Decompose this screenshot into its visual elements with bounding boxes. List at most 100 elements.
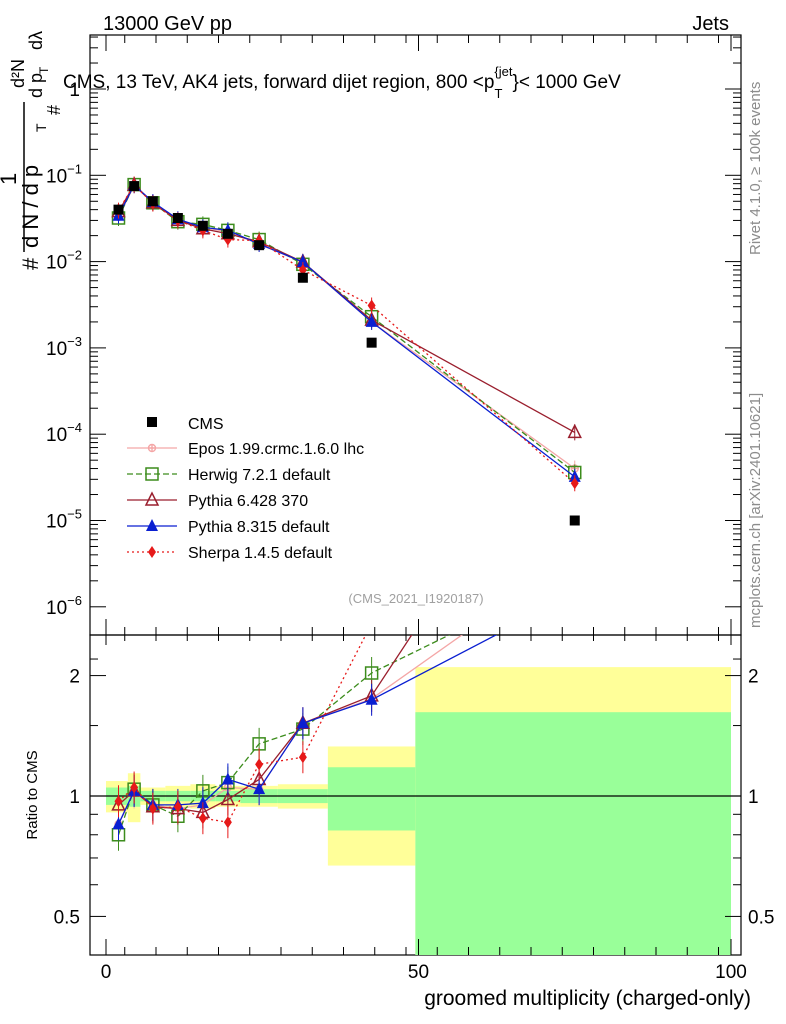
y-tick-label: 1: [69, 80, 80, 101]
series-sherpa-4-ratio-point: [130, 781, 139, 794]
series-sherpa-4-point: [367, 299, 376, 312]
stat-uncertainty-band: [327, 767, 416, 831]
title-superscript: {jet: [494, 64, 512, 79]
ratio-tick-label-left: 0.5: [54, 907, 80, 928]
cms-data-point: [254, 240, 265, 251]
series-herwig-1-ratio-line: [117, 635, 451, 836]
series-epos-0-line: [117, 184, 576, 470]
rivet-label: Rivet 4.1.0, ≥ 100k events: [747, 82, 764, 255]
ratio-tick-label-right: 0.5: [748, 907, 774, 928]
series-sherpa-4-ratio-point: [298, 751, 307, 764]
legend-label-2: Pythia 6.428 370: [188, 493, 308, 510]
cms-data-point: [297, 272, 308, 283]
y-tick-exponent: −5: [67, 507, 82, 522]
series-sherpa-4-ratio-point: [223, 816, 232, 829]
y-tick-label: 10−1: [46, 161, 82, 187]
y-tick-mantissa: 1: [69, 80, 80, 101]
ratio-tick-label-left: 2: [69, 667, 80, 688]
y-tick-label: 10−2: [46, 248, 82, 274]
series-pythia-3-ratio-point: [112, 817, 125, 830]
ratio-y-label: Ratio to CMS: [24, 750, 41, 839]
series-herwig-1-ratio-point: [364, 666, 379, 680]
ylabel-hash-2: #: [44, 105, 64, 115]
ylabel-dN: d N / d p: [18, 165, 43, 248]
series-sherpa-4-ratio-point: [148, 802, 157, 815]
y-tick-exponent: −2: [67, 248, 82, 263]
y-tick-mantissa: 10: [46, 598, 67, 619]
energy-label: 13000 GeV pp: [103, 13, 232, 35]
uncertainty-bands: [90, 667, 741, 955]
x-tick-label: 100: [715, 962, 747, 983]
y-tick-mantissa: 10: [46, 166, 67, 187]
series-pythia-3-ratio-point: [365, 692, 378, 705]
series-pythia-2-point: [567, 423, 582, 439]
series-pythia-3-ratio-point: [296, 716, 309, 729]
ylabel-hash-1: #: [18, 257, 43, 270]
title-subscript: T: [494, 86, 502, 101]
series-sherpa-4-line: [117, 183, 576, 484]
legend-cms-label: CMS: [188, 416, 224, 433]
stat-uncertainty-band: [415, 712, 731, 955]
y-tick-label: 10−5: [46, 507, 82, 533]
y-tick-exponent: −3: [67, 334, 82, 349]
legend: CMS Epos 1.99.crmc.1.6.0 lhc Herwig 7.2.1 …: [127, 416, 364, 562]
legend-cms-marker: [147, 417, 157, 427]
series-pythia-3-point: [296, 254, 309, 267]
cms-data-point: [222, 228, 233, 239]
legend-label-4: Sherpa 1.4.5 default: [188, 545, 333, 562]
cms-data-point: [172, 213, 183, 224]
legend-label-1: Herwig 7.2.1 default: [188, 467, 331, 484]
legend-marker-2: [144, 491, 160, 506]
cms-data-point: [113, 204, 124, 215]
y-tick-mantissa: 10: [46, 253, 67, 274]
legend-marker-0: [147, 443, 157, 453]
y-tick-label: 10−4: [46, 420, 82, 446]
series-pythia-3-line: [117, 184, 576, 478]
series-pythia-3-point: [365, 314, 378, 327]
y-tick-mantissa: 10: [46, 339, 67, 360]
ratio-tick-label-left: 1: [69, 787, 80, 808]
x-tick-label: 0: [101, 962, 112, 983]
legend-marker-3: [146, 519, 158, 531]
legend-marker-4: [148, 546, 156, 558]
x-tick-label: 50: [408, 962, 429, 983]
y-tick-exponent: −4: [67, 420, 82, 435]
ratio-tick-label-right: 1: [748, 787, 759, 808]
series-pythia-3-ratio-line: [117, 635, 498, 825]
ylabel-d2N: d²N: [8, 59, 28, 88]
y-tick-exponent: −1: [67, 161, 82, 176]
ratio-tick-label-right: 2: [748, 667, 759, 688]
title-text: CMS, 13 TeV, AK4 jets, forward dijet reg…: [63, 72, 494, 93]
main-axes: 110−110−210−310−410−510−6: [46, 35, 741, 635]
y-tick-label: 10−6: [46, 593, 82, 619]
y-tick-exponent: −6: [67, 593, 82, 608]
legend-label-0: Epos 1.99.crmc.1.6.0 lhc: [188, 441, 364, 458]
series-pythia-3-ratio-point: [221, 772, 234, 785]
series-sherpa-4-ratio-point: [198, 812, 207, 825]
series-sherpa-4-ratio-point: [114, 795, 123, 808]
ylabel-T-2: T: [37, 66, 51, 74]
cms-data-point: [147, 196, 158, 207]
series-sherpa-4-point: [570, 477, 579, 490]
series-pythia-3-ratio-point: [196, 796, 209, 809]
cms-data-points: [113, 181, 580, 526]
mcplots-label: mcplots.cern.ch [arXiv:2401.10621]: [747, 393, 764, 628]
ylabel-T-1: T: [33, 123, 49, 132]
cms-data-point: [129, 181, 140, 192]
cms-data-point: [366, 337, 377, 348]
x-axis-label: groomed multiplicity (charged-only): [424, 987, 751, 1010]
series-sherpa-4-ratio-point: [255, 758, 264, 771]
cms-data-point: [197, 220, 208, 231]
title-tail: }< 1000 GeV: [512, 72, 621, 93]
ylabel-dlam: dλ: [26, 31, 46, 50]
process-label: Jets: [692, 13, 729, 35]
legend-marker-1: [145, 467, 159, 481]
series-pythia-2-ratio-point: [220, 790, 236, 806]
y-tick-label: 10−3: [46, 334, 82, 360]
ratio-axes: 0 50 100 0.5 0.5 1 1 2 2: [54, 635, 774, 983]
legend-label-3: Pythia 8.315 default: [188, 519, 330, 536]
main-y-label: # d N / d p T 1 # d p T d²N dλ: [0, 31, 64, 270]
ratio-series: [111, 635, 498, 851]
y-tick-mantissa: 10: [46, 425, 67, 446]
